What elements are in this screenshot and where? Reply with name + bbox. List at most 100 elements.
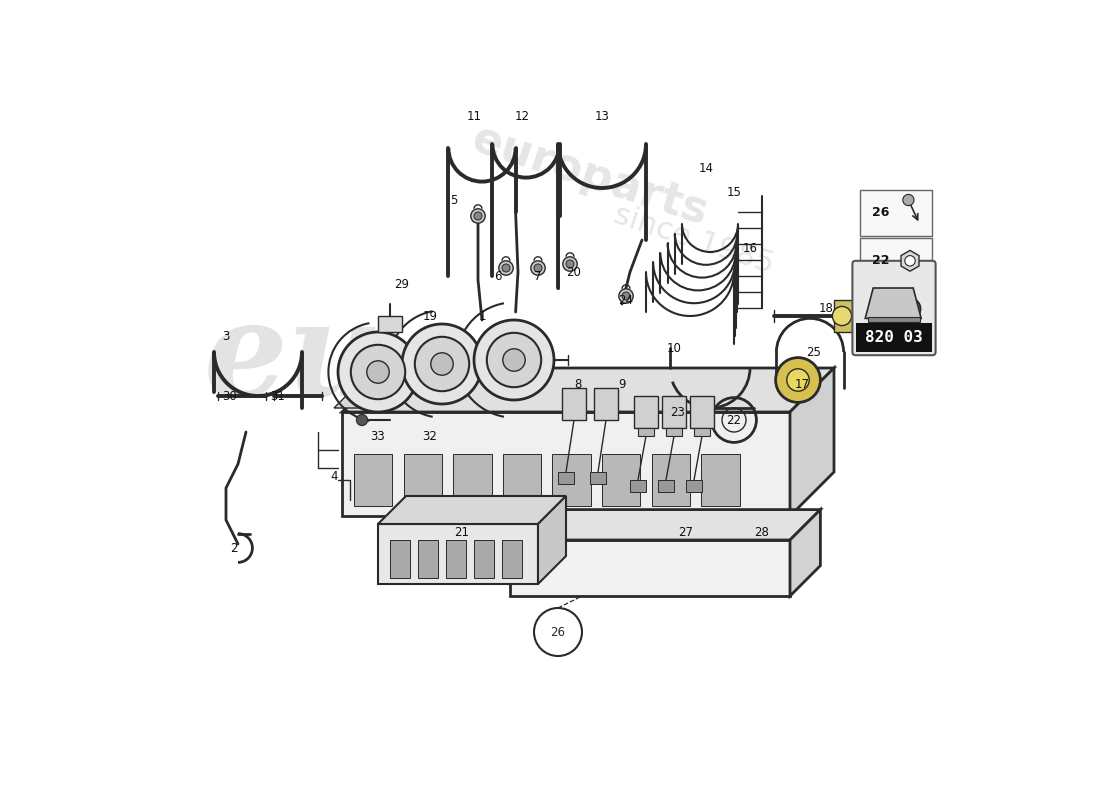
Circle shape xyxy=(431,353,453,375)
Text: 9: 9 xyxy=(618,378,626,390)
Polygon shape xyxy=(634,396,658,428)
Text: 10: 10 xyxy=(667,342,681,354)
Text: since 1985: since 1985 xyxy=(610,201,778,279)
Text: 19: 19 xyxy=(422,310,438,322)
Polygon shape xyxy=(334,386,412,408)
Text: 23: 23 xyxy=(671,406,685,418)
Polygon shape xyxy=(868,317,920,322)
Text: 22: 22 xyxy=(726,414,741,426)
Polygon shape xyxy=(502,540,522,578)
Text: 31: 31 xyxy=(271,390,285,402)
Polygon shape xyxy=(638,428,654,436)
Circle shape xyxy=(786,369,810,391)
Polygon shape xyxy=(651,454,690,506)
FancyBboxPatch shape xyxy=(852,261,936,355)
Polygon shape xyxy=(834,300,854,332)
Text: 27: 27 xyxy=(679,526,693,538)
Circle shape xyxy=(776,358,821,402)
Circle shape xyxy=(415,337,470,391)
Polygon shape xyxy=(378,524,538,584)
Circle shape xyxy=(566,260,574,268)
Polygon shape xyxy=(790,368,834,516)
Polygon shape xyxy=(860,238,933,284)
Text: 15: 15 xyxy=(727,186,741,198)
Circle shape xyxy=(503,349,525,371)
Polygon shape xyxy=(901,250,918,271)
Text: 32: 32 xyxy=(422,430,438,442)
Text: 26: 26 xyxy=(871,206,889,219)
Circle shape xyxy=(905,255,915,266)
Circle shape xyxy=(487,333,541,387)
Polygon shape xyxy=(860,190,933,236)
Text: 4: 4 xyxy=(330,470,338,482)
Text: 18: 18 xyxy=(818,302,834,314)
Polygon shape xyxy=(474,540,494,578)
Text: 13: 13 xyxy=(595,110,609,122)
Text: 33: 33 xyxy=(371,430,385,442)
Polygon shape xyxy=(418,540,438,578)
Text: eu: eu xyxy=(204,295,384,425)
Polygon shape xyxy=(558,472,574,484)
Circle shape xyxy=(833,306,851,326)
Polygon shape xyxy=(790,510,821,596)
Text: 22: 22 xyxy=(871,254,889,267)
Polygon shape xyxy=(666,428,682,436)
Polygon shape xyxy=(552,454,591,506)
Text: 2: 2 xyxy=(230,542,238,554)
Polygon shape xyxy=(686,480,702,492)
Polygon shape xyxy=(378,316,402,332)
Circle shape xyxy=(338,332,418,412)
Circle shape xyxy=(563,257,578,271)
Text: 16: 16 xyxy=(742,242,758,254)
Text: 17: 17 xyxy=(871,302,889,315)
Circle shape xyxy=(903,194,914,206)
Polygon shape xyxy=(590,472,606,484)
Text: europarts: europarts xyxy=(466,118,714,234)
Text: 3: 3 xyxy=(222,330,230,342)
Text: 20: 20 xyxy=(566,266,582,278)
Polygon shape xyxy=(342,412,790,516)
Text: 21: 21 xyxy=(454,526,470,538)
Text: 6: 6 xyxy=(494,270,502,282)
Text: 7: 7 xyxy=(535,270,541,282)
Circle shape xyxy=(402,324,482,404)
Text: 5: 5 xyxy=(450,194,458,206)
Text: 17: 17 xyxy=(794,378,810,390)
Polygon shape xyxy=(662,396,686,428)
Polygon shape xyxy=(354,454,393,506)
Polygon shape xyxy=(378,496,566,524)
Circle shape xyxy=(619,289,634,303)
Text: 8: 8 xyxy=(574,378,582,390)
Polygon shape xyxy=(453,454,492,506)
Text: 29: 29 xyxy=(395,278,409,290)
Circle shape xyxy=(474,320,554,400)
Polygon shape xyxy=(510,540,790,596)
Polygon shape xyxy=(503,454,541,506)
Polygon shape xyxy=(630,480,646,492)
Text: 28: 28 xyxy=(755,526,769,538)
Polygon shape xyxy=(562,388,586,420)
Text: 25: 25 xyxy=(806,346,822,358)
Polygon shape xyxy=(602,454,640,506)
Polygon shape xyxy=(510,510,821,540)
Circle shape xyxy=(356,414,367,426)
Text: 820 03: 820 03 xyxy=(865,330,923,345)
Polygon shape xyxy=(856,323,933,352)
Text: 11: 11 xyxy=(466,110,482,122)
Circle shape xyxy=(366,361,389,383)
Circle shape xyxy=(498,261,514,275)
Circle shape xyxy=(474,212,482,220)
Text: 30: 30 xyxy=(222,390,238,402)
Text: 14: 14 xyxy=(698,162,714,174)
Text: 12: 12 xyxy=(515,110,529,122)
Polygon shape xyxy=(390,540,410,578)
Polygon shape xyxy=(701,454,739,506)
Polygon shape xyxy=(342,368,834,412)
Polygon shape xyxy=(860,286,933,332)
Text: 24: 24 xyxy=(618,294,634,306)
Text: 26: 26 xyxy=(550,626,565,638)
Polygon shape xyxy=(694,428,710,436)
Circle shape xyxy=(534,264,542,272)
Text: 1: 1 xyxy=(478,310,486,322)
Polygon shape xyxy=(404,454,442,506)
